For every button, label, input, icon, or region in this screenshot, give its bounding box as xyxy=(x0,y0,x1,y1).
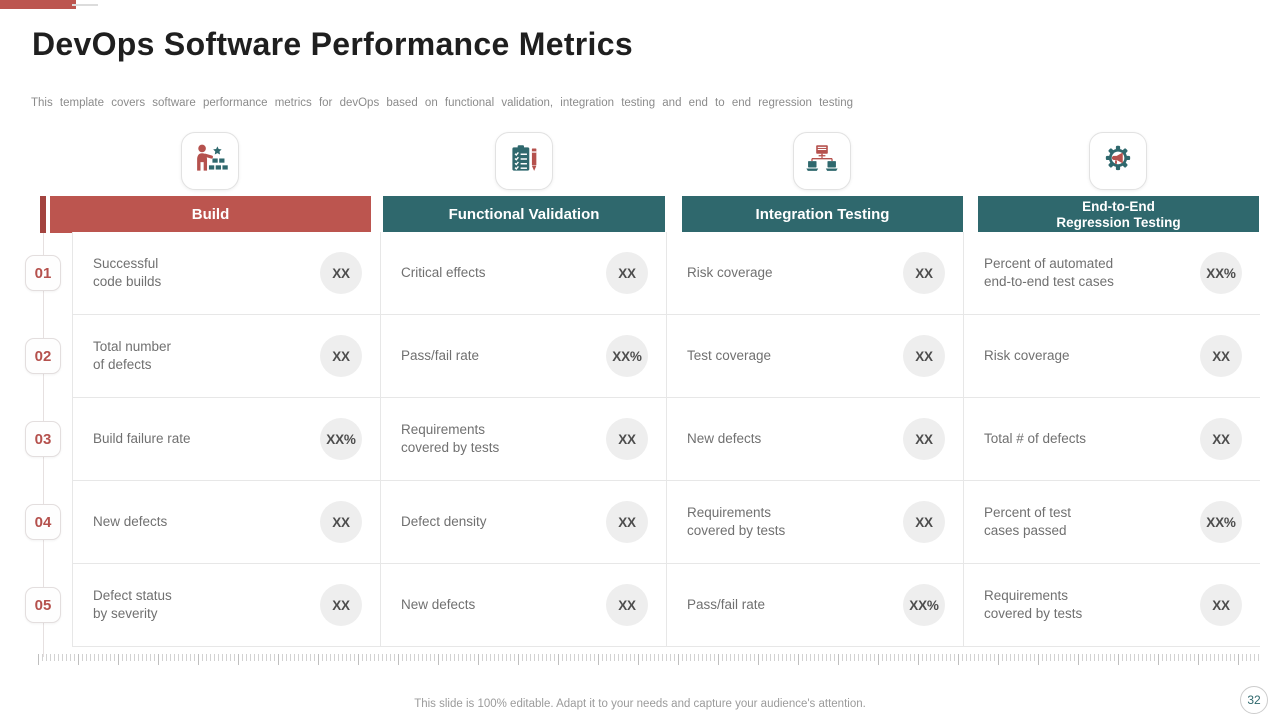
table-cell: Total number of defects XX xyxy=(73,315,381,398)
metric-label: Pass/fail rate xyxy=(401,347,480,363)
metric-value-badge: XX% xyxy=(1200,501,1242,543)
metric-value-badge: XX% xyxy=(320,418,362,460)
table-cell: Percent of test cases passed XX% xyxy=(964,481,1260,564)
metric-label: New defects xyxy=(401,596,476,612)
column-header-regression-testing: End-to-End Regression Testing xyxy=(978,196,1259,233)
table-cell: Defect density XX xyxy=(381,481,667,564)
footer-note: This slide is 100% editable. Adapt it to… xyxy=(414,698,866,710)
table-cell: Defect status by severity XX xyxy=(73,564,381,647)
metric-label: Risk coverage xyxy=(984,347,1070,363)
metric-label: Defect density xyxy=(401,513,487,529)
metric-label: Critical effects xyxy=(401,264,486,280)
metric-label: Test coverage xyxy=(687,347,772,363)
page-title: DevOps Software Performance Metrics xyxy=(32,26,633,62)
metric-value-badge: XX xyxy=(903,335,945,377)
metric-value-badge: XX xyxy=(320,335,362,377)
metric-label: Percent of automated end-to-end test cas… xyxy=(984,255,1114,289)
person-with-blocks-icon xyxy=(191,140,229,183)
table-cell: Risk coverage XX xyxy=(667,232,964,315)
metric-label: Successful code builds xyxy=(93,255,162,289)
metric-label: Total # of defects xyxy=(984,430,1087,446)
row-number-badge: 02 xyxy=(25,338,61,374)
table-cell: Successful code builds XX xyxy=(73,232,381,315)
metric-value-badge: XX xyxy=(1200,584,1242,626)
metric-label: Defect status by severity xyxy=(93,587,172,621)
accent-bar xyxy=(0,0,76,9)
metric-value-badge: XX xyxy=(606,252,648,294)
metric-label: Pass/fail rate xyxy=(687,596,766,612)
metric-label: New defects xyxy=(93,513,168,529)
metric-value-badge: XX xyxy=(903,418,945,460)
ruler-tick-strip xyxy=(38,654,1260,666)
clipboard-checklist-pencil-icon xyxy=(505,140,543,183)
integration-testing-icon-tile xyxy=(793,132,851,190)
network-computers-icon xyxy=(803,140,841,183)
metric-label: Requirements covered by tests xyxy=(984,587,1083,621)
build-header-strip xyxy=(40,196,46,233)
metric-value-badge: XX xyxy=(320,584,362,626)
regression-testing-icon-tile xyxy=(1089,132,1147,190)
table-cell: Pass/fail rate XX% xyxy=(381,315,667,398)
column-header-build: Build xyxy=(50,196,371,233)
table-cell: Requirements covered by tests XX xyxy=(381,398,667,481)
metric-value-badge: XX% xyxy=(606,335,648,377)
table-cell: Pass/fail rate XX% xyxy=(667,564,964,647)
metric-label: Total number of defects xyxy=(93,338,172,372)
accent-line xyxy=(72,4,98,6)
table-cell: Test coverage XX xyxy=(667,315,964,398)
metric-label: Build failure rate xyxy=(93,430,191,446)
table-cell: Requirements covered by tests XX xyxy=(667,481,964,564)
table-cell: Total # of defects XX xyxy=(964,398,1260,481)
functional-validation-icon-tile xyxy=(495,132,553,190)
metric-value-badge: XX xyxy=(903,501,945,543)
column-header-integration-testing: Integration Testing xyxy=(682,196,963,233)
page-subtitle: This template covers software performanc… xyxy=(31,97,853,109)
build-icon-tile xyxy=(181,132,239,190)
metric-label: Requirements covered by tests xyxy=(401,421,500,455)
gear-megaphone-icon xyxy=(1099,140,1137,183)
metric-value-badge: XX% xyxy=(1200,252,1242,294)
row-number-badge: 03 xyxy=(25,421,61,457)
row-number-badge: 05 xyxy=(25,587,61,623)
metric-value-badge: XX xyxy=(1200,418,1242,460)
metric-value-badge: XX xyxy=(320,252,362,294)
table-cell: Risk coverage XX xyxy=(964,315,1260,398)
row-number-badge: 01 xyxy=(25,255,61,291)
metric-value-badge: XX xyxy=(606,418,648,460)
metric-value-badge: XX xyxy=(606,501,648,543)
table-cell: Requirements covered by tests XX xyxy=(964,564,1260,647)
metric-label: Percent of test cases passed xyxy=(984,504,1072,538)
table-cell: Build failure rate XX% xyxy=(73,398,381,481)
page-number-badge: 32 xyxy=(1240,686,1268,714)
table-cell: New defects XX xyxy=(667,398,964,481)
metric-label: Risk coverage xyxy=(687,264,773,280)
table-cell: New defects XX xyxy=(381,564,667,647)
table-cell: Percent of automated end-to-end test cas… xyxy=(964,232,1260,315)
metric-value-badge: XX xyxy=(903,252,945,294)
row-number-badge: 04 xyxy=(25,504,61,540)
metric-value-badge: XX xyxy=(606,584,648,626)
metric-value-badge: XX xyxy=(1200,335,1242,377)
metric-label: Requirements covered by tests xyxy=(687,504,786,538)
metric-value-badge: XX% xyxy=(903,584,945,626)
metric-label: New defects xyxy=(687,430,762,446)
metric-value-badge: XX xyxy=(320,501,362,543)
metrics-table: Successful code builds XX Total number of… xyxy=(72,232,1260,647)
table-cell: Critical effects XX xyxy=(381,232,667,315)
table-cell: New defects XX xyxy=(73,481,381,564)
column-header-functional-validation: Functional Validation xyxy=(383,196,665,233)
